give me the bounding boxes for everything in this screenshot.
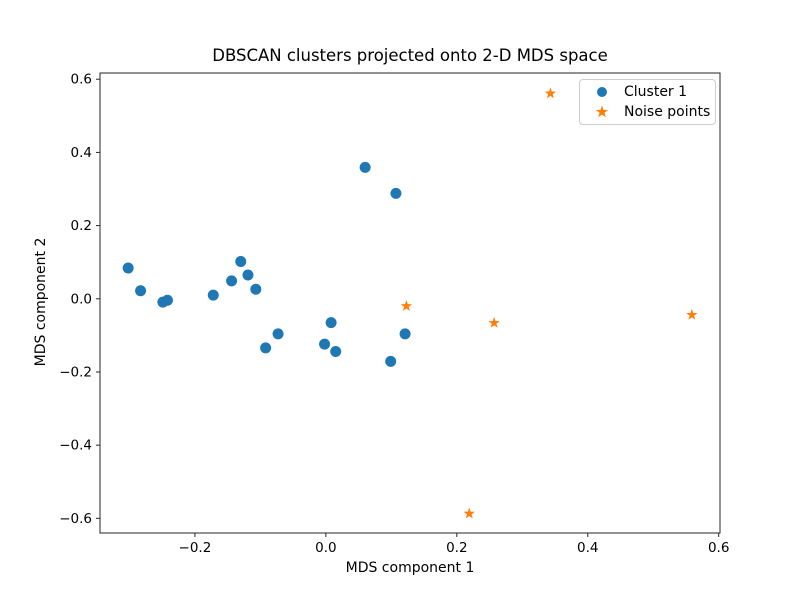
scatter-point-cluster-1	[325, 317, 337, 329]
legend-circle-glyph	[597, 87, 607, 97]
scatter-point-cluster-1	[260, 342, 272, 354]
chart-title: DBSCAN clusters projected onto 2-D MDS s…	[212, 46, 608, 65]
legend-label-cluster-1: Cluster 1	[624, 84, 688, 100]
scatter-points	[122, 87, 698, 519]
plot-border	[99, 72, 721, 534]
scatter-point-cluster-1	[399, 328, 411, 340]
legend-item-cluster-1: Cluster 1	[587, 82, 708, 102]
scatter-point-noise-points	[686, 308, 698, 320]
legend: Cluster 1 Noise points	[579, 79, 716, 125]
scatter-point-cluster-1	[207, 289, 219, 301]
scatter-point-cluster-1	[122, 262, 134, 274]
scatter-point-cluster-1	[385, 355, 397, 367]
scatter-point-cluster-1	[330, 345, 342, 357]
scatter-point-cluster-1	[235, 255, 247, 267]
x-tick-label: 0.2	[446, 540, 467, 556]
scatter-point-noise-points	[400, 300, 413, 311]
y-tick-label: −0.6	[59, 511, 92, 527]
legend-circle-marker-icon	[587, 84, 617, 100]
y-tick-label: 0.0	[71, 291, 92, 307]
y-axis-label: MDS component 2	[33, 237, 49, 367]
y-tick-label: 0.6	[71, 72, 92, 88]
legend-label-noise-points: Noise points	[624, 104, 711, 120]
scatter-point-cluster-1	[226, 275, 238, 287]
x-tick-label: −0.2	[179, 540, 212, 556]
legend-star-marker-icon	[587, 104, 617, 120]
scatter-point-cluster-1	[319, 338, 331, 350]
x-tick-label: 0.6	[708, 540, 729, 556]
plot-spines	[99, 72, 721, 534]
y-tick-label: 0.2	[71, 218, 92, 234]
scatter-point-cluster-1	[390, 187, 402, 199]
axis-ticks	[96, 78, 720, 537]
scatter-point-cluster-1	[135, 285, 147, 297]
scatter-point-cluster-1	[272, 328, 284, 340]
scatter-point-cluster-1	[161, 294, 173, 306]
x-tick-label: 0.4	[577, 540, 598, 556]
legend-star-glyph	[595, 105, 609, 118]
scatter-point-cluster-1	[250, 283, 262, 295]
scatter-point-noise-points	[488, 316, 500, 328]
scatter-point-noise-points	[463, 507, 475, 519]
y-tick-label: −0.4	[59, 438, 92, 454]
scatter-point-cluster-1	[359, 161, 371, 173]
y-tick-label: −0.2	[59, 364, 92, 380]
scatter-point-cluster-1	[242, 269, 254, 281]
scatter-point-noise-points	[544, 87, 557, 99]
y-tick-label: 0.4	[71, 145, 92, 161]
x-tick-label: 0.0	[315, 540, 336, 556]
x-axis-label: MDS component 1	[345, 560, 475, 576]
axis-tick-labels: −0.2 0.0 0.2 0.4 0.6 −0.6 −0.4 −0.2 0.0 0.2 0.4 0.6	[59, 72, 729, 556]
legend-item-noise-points: Noise points	[587, 102, 711, 122]
